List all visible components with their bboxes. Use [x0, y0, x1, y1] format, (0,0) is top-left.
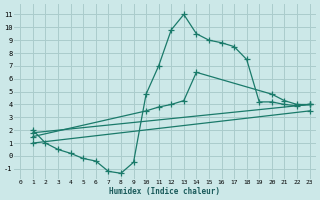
X-axis label: Humidex (Indice chaleur): Humidex (Indice chaleur)	[109, 187, 220, 196]
